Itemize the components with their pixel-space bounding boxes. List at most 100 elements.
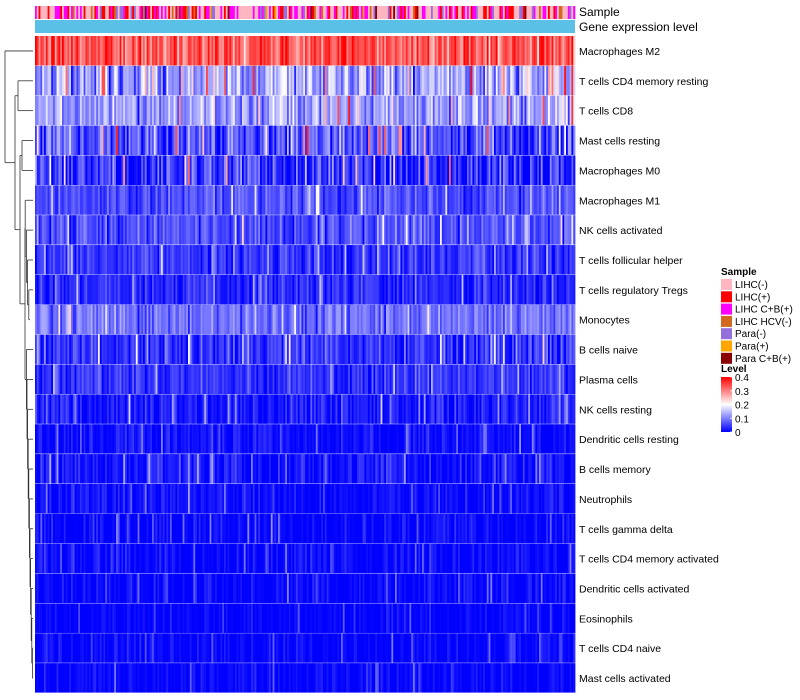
heatmap-cell: [139, 95, 142, 126]
heatmap-cell: [186, 215, 189, 245]
heatmap-cell: [521, 215, 524, 245]
heatmap-cell: [83, 483, 86, 514]
heatmap-cell: [301, 334, 304, 365]
heatmap-cell: [481, 334, 484, 365]
heatmap-cell: [121, 185, 124, 215]
heatmap-cell: [90, 215, 93, 245]
heatmap-cell: [116, 215, 119, 245]
heatmap-cell: [287, 364, 290, 395]
heatmap-cell: [449, 125, 452, 156]
heatmap-cell: [78, 454, 81, 484]
heatmap-cell: [299, 65, 302, 96]
heatmap-cell: [328, 155, 331, 186]
heatmap-cell: [224, 36, 227, 66]
heatmap-cell: [312, 334, 315, 365]
heatmap-cell: [184, 125, 187, 156]
sample-annotation-cell: [99, 6, 102, 19]
heatmap-cell: [443, 364, 446, 395]
heatmap-cell: [112, 215, 115, 245]
heatmap-cell: [44, 304, 47, 335]
heatmap-cell: [508, 185, 511, 215]
heatmap-cell: [504, 65, 507, 96]
heatmap-cell: [283, 334, 286, 365]
heatmap-cell: [72, 245, 75, 275]
heatmap-cell: [53, 215, 56, 245]
heatmap-cell: [425, 125, 428, 156]
heatmap-cell: [344, 304, 347, 335]
heatmap-cell: [143, 185, 146, 215]
heatmap-cell: [413, 155, 416, 186]
heatmap-cell: [321, 304, 324, 335]
heatmap-cell: [45, 155, 48, 186]
sample-annotation-cell: [108, 6, 111, 19]
heatmap-cell: [558, 185, 561, 215]
heatmap-cell: [296, 394, 299, 424]
heatmap-cell: [321, 334, 324, 365]
heatmap-cell: [571, 245, 574, 275]
heatmap-cell: [506, 36, 509, 66]
heatmap-cell: [474, 304, 477, 335]
heatmap-cell: [155, 304, 158, 335]
heatmap-cell: [569, 334, 572, 365]
heatmap-cell: [539, 36, 542, 66]
heatmap-cell: [427, 36, 430, 66]
heatmap-cell: [229, 36, 232, 66]
heatmap-cell: [548, 155, 551, 186]
heatmap-cell: [344, 185, 347, 215]
heatmap-cell: [180, 304, 183, 335]
heatmap-cell: [443, 95, 446, 126]
heatmap-cell: [476, 95, 479, 126]
heatmap-cell: [503, 155, 506, 186]
heatmap-cell: [418, 95, 421, 126]
heatmap-cell: [69, 155, 72, 186]
heatmap-cell: [72, 215, 75, 245]
heatmap-cell: [197, 245, 200, 275]
heatmap-cell: [353, 185, 356, 215]
sample-annotation-cell: [468, 6, 471, 19]
sample-annotation-cell: [81, 6, 84, 19]
heatmap-cell: [531, 424, 534, 454]
heatmap-cell: [567, 364, 570, 395]
heatmap-cell: [189, 483, 192, 514]
heatmap-cell: [270, 65, 273, 96]
heatmap-cell: [445, 215, 448, 245]
heatmap-cell: [170, 304, 173, 335]
heatmap-cell: [166, 215, 169, 245]
heatmap-cell: [314, 36, 317, 66]
heatmap-cell: [186, 65, 189, 96]
heatmap-cell: [200, 364, 203, 395]
heatmap-cell: [490, 65, 493, 96]
heatmap-cell: [474, 245, 477, 275]
heatmap-cell: [132, 36, 135, 66]
heatmap-cell: [526, 424, 529, 454]
heatmap-cell: [314, 215, 317, 245]
heatmap-cell: [177, 304, 180, 335]
heatmap-cell: [524, 185, 527, 215]
heatmap-cell: [422, 364, 425, 395]
heatmap-cell: [324, 65, 327, 96]
heatmap-cell: [377, 394, 380, 424]
heatmap-cell: [108, 334, 111, 365]
heatmap-cell: [101, 36, 104, 66]
heatmap-cell: [247, 274, 250, 305]
heatmap-cell: [137, 304, 140, 335]
heatmap-cell: [270, 304, 273, 335]
heatmap-cell: [483, 364, 486, 395]
heatmap-cell: [195, 364, 198, 395]
heatmap-cell: [537, 95, 540, 126]
sample-annotation-cell: [317, 6, 320, 19]
heatmap-cell: [416, 394, 419, 424]
heatmap-cell: [294, 304, 297, 335]
heatmap-cell: [342, 364, 345, 395]
heatmap-cell: [337, 185, 340, 215]
heatmap-cell: [40, 125, 43, 156]
heatmap-cell: [211, 65, 214, 96]
heatmap-cell: [234, 36, 237, 66]
sample-annotation-cell: [213, 6, 216, 19]
heatmap-cell: [549, 364, 552, 395]
heatmap-cell: [236, 245, 239, 275]
heatmap-cell: [188, 245, 191, 275]
heatmap-cell: [544, 334, 547, 365]
heatmap-cell: [35, 274, 38, 305]
heatmap-cell: [108, 125, 111, 156]
